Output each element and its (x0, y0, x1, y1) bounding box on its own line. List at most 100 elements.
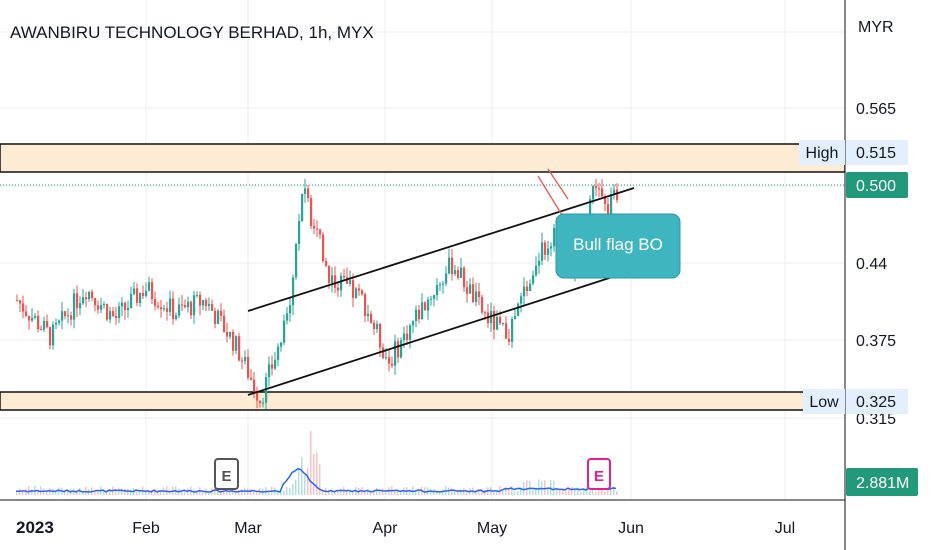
candle-body (343, 275, 346, 278)
candle-body (349, 280, 352, 284)
earnings-marker-future[interactable]: E (587, 458, 611, 490)
volume-bar (295, 479, 297, 495)
candle-body (463, 267, 466, 288)
volume-bar (136, 491, 138, 495)
volume-bar (340, 488, 342, 495)
volume-bar (118, 487, 120, 495)
high-label: High (806, 145, 839, 162)
earnings-marker-past-label: E (221, 468, 231, 485)
candle-body (466, 287, 469, 294)
candle-body (544, 242, 547, 255)
candle-body (124, 302, 127, 311)
volume-bar (586, 486, 588, 495)
volume-bar (598, 490, 600, 495)
candle-body (538, 260, 541, 266)
volume-bar (79, 488, 81, 495)
volume-bar (337, 490, 339, 495)
volume-bar (448, 487, 450, 495)
candle-body (94, 297, 97, 306)
candle-body (484, 312, 487, 314)
volume-bar (397, 489, 399, 495)
y-tick-label: 0.565 (856, 101, 896, 118)
volume-bar (76, 490, 78, 495)
candle-body (553, 228, 556, 247)
volume-bar (322, 491, 324, 495)
candle-body (361, 290, 364, 295)
candle-body (391, 363, 394, 366)
volume-bar (400, 491, 402, 495)
volume-bar (613, 486, 615, 495)
candle-body (271, 364, 274, 369)
volume-bar (160, 491, 162, 495)
candle-body (301, 193, 304, 222)
volume-bar (313, 454, 315, 495)
candle-body (286, 313, 289, 321)
candle-body (226, 332, 229, 337)
candle-body (430, 298, 433, 300)
candle-body (253, 379, 256, 392)
candle-body (496, 316, 499, 330)
candle-body (325, 261, 328, 266)
candle-body (295, 243, 298, 278)
volume-bar (283, 490, 285, 495)
candle-body (82, 297, 85, 304)
candle-body (46, 321, 49, 328)
volume-bar (229, 491, 231, 495)
candle-body (97, 305, 100, 310)
currency-label: MYR (858, 19, 894, 36)
volume-badge (846, 468, 918, 496)
volume-bar (580, 491, 582, 495)
volume-ma-line (15, 467, 617, 493)
y-tick-label: 0.44 (856, 256, 887, 273)
candle-body (322, 234, 325, 262)
volume-bar (97, 491, 99, 495)
volume-bar (184, 489, 186, 495)
candle-body (469, 284, 472, 294)
volume-bar (124, 488, 126, 495)
volume-bar (583, 488, 585, 495)
candle-body (241, 360, 244, 362)
volume-value: 2.881M (856, 475, 909, 492)
candle-body (166, 308, 169, 312)
channel-lower-line (247, 269, 635, 396)
candle-body (103, 304, 106, 306)
x-tick-label: Jun (618, 520, 644, 537)
volume-bar (562, 488, 564, 495)
price-scale[interactable] (845, 0, 932, 550)
candle-body (259, 400, 262, 404)
volume-bar (493, 491, 495, 495)
volume-bar (85, 486, 87, 495)
candle-body (67, 315, 70, 317)
bull-flag-callout[interactable] (555, 213, 681, 279)
volume-bar (364, 491, 366, 495)
candle-body (601, 188, 604, 197)
volume-bar (460, 489, 462, 495)
candle-body (481, 297, 484, 313)
candle-body (421, 302, 424, 320)
volume-bar (277, 491, 279, 495)
candle-body (172, 298, 175, 320)
volume-bar (379, 491, 381, 495)
low-value: 0.325 (856, 394, 896, 411)
high-label-box (799, 140, 845, 165)
candle-body (160, 307, 163, 310)
candle-body (616, 189, 619, 201)
candle-body (499, 316, 502, 324)
earnings-marker-past[interactable]: E (214, 458, 239, 490)
candle-body (424, 302, 427, 311)
volume-bar (208, 491, 210, 495)
candle-body (550, 246, 553, 249)
vertical-gridlines (145, 0, 786, 500)
candle-body (352, 280, 355, 298)
candle-body (382, 347, 385, 359)
candle-body (196, 294, 199, 296)
volume-bar (514, 491, 516, 495)
candle-body (376, 324, 379, 329)
candle-body (478, 291, 481, 298)
candle-body (85, 297, 88, 300)
volume-bar (592, 487, 594, 495)
candle-body (607, 204, 610, 221)
candle-body (505, 323, 508, 339)
candle-body (358, 288, 361, 291)
